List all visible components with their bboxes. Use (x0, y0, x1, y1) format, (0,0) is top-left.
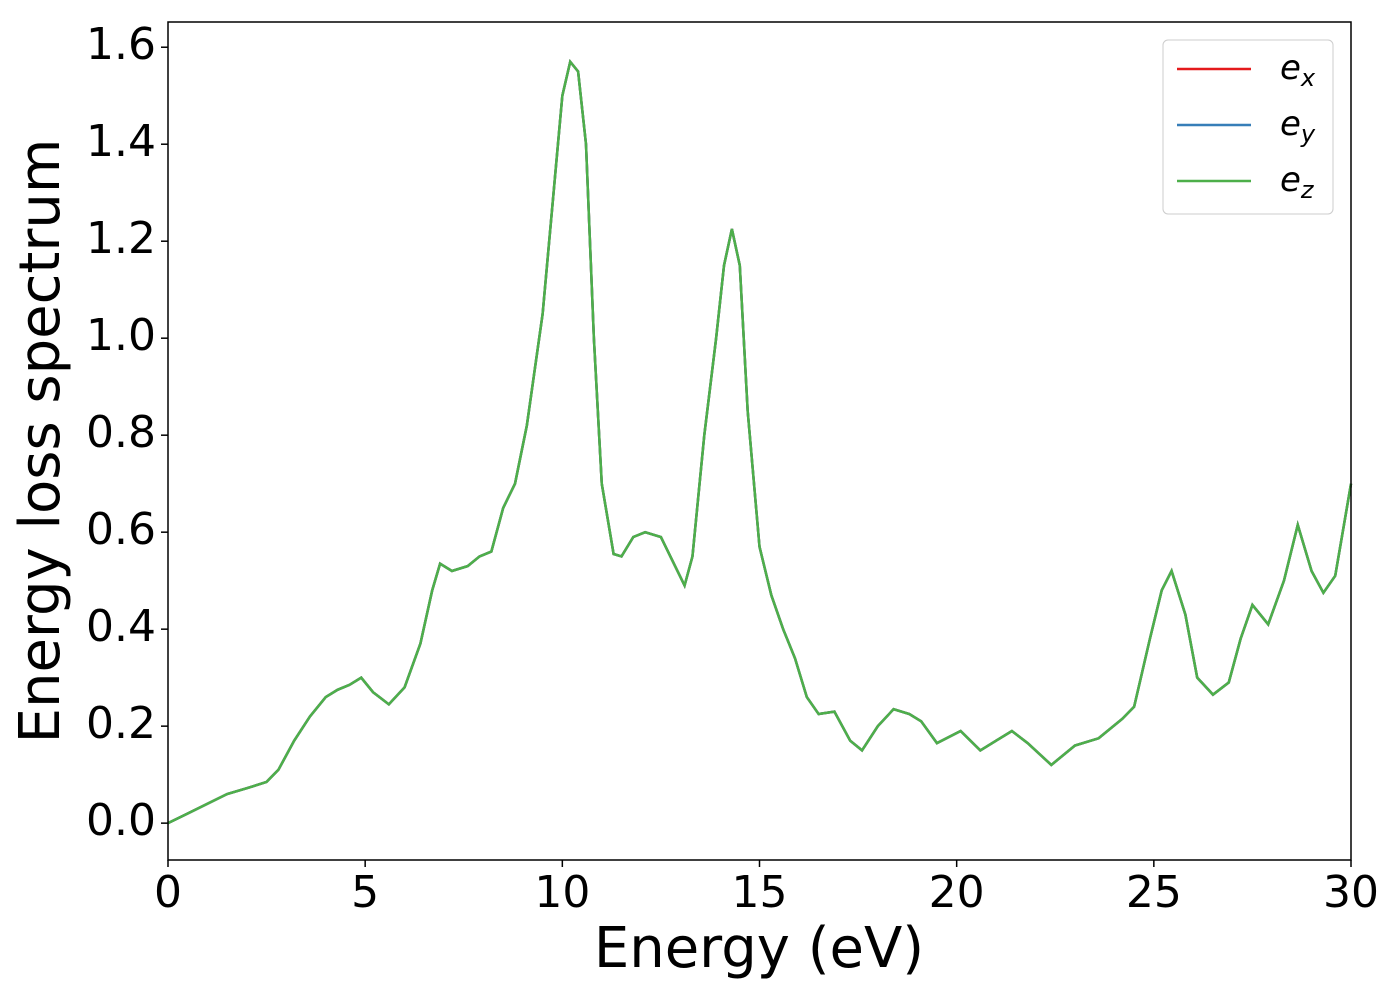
y-tick-label: 0.0 (86, 795, 156, 846)
x-tick-label: 5 (351, 867, 379, 918)
legend-label: ex (1280, 48, 1316, 93)
x-tick-label: 0 (154, 867, 182, 918)
y-tick-label: 1.2 (86, 213, 156, 264)
plot-frame (167, 21, 1352, 861)
y-axis-label: Energy loss spectrum (8, 139, 73, 744)
x-tick-label: 15 (732, 867, 788, 918)
x-tick-label: 25 (1126, 867, 1182, 918)
x-tick-label: 20 (929, 867, 985, 918)
legend-label: ey (1280, 104, 1316, 149)
y-tick-label: 0.8 (86, 407, 156, 458)
x-axis-label: Energy (eV) (594, 916, 924, 981)
y-tick-label: 1.0 (86, 310, 156, 361)
x-tick-label: 10 (534, 867, 590, 918)
y-tick-label: 0.4 (86, 601, 156, 652)
y-tick-label: 1.6 (86, 19, 156, 70)
y-tick-label: 0.2 (86, 698, 156, 749)
series-line (167, 58, 1353, 825)
y-tick-label: 0.6 (86, 504, 156, 555)
x-tick-label: 30 (1323, 867, 1379, 918)
legend-box (1162, 39, 1334, 215)
y-tick-label: 1.4 (86, 116, 156, 167)
legend-label: ez (1280, 160, 1315, 205)
